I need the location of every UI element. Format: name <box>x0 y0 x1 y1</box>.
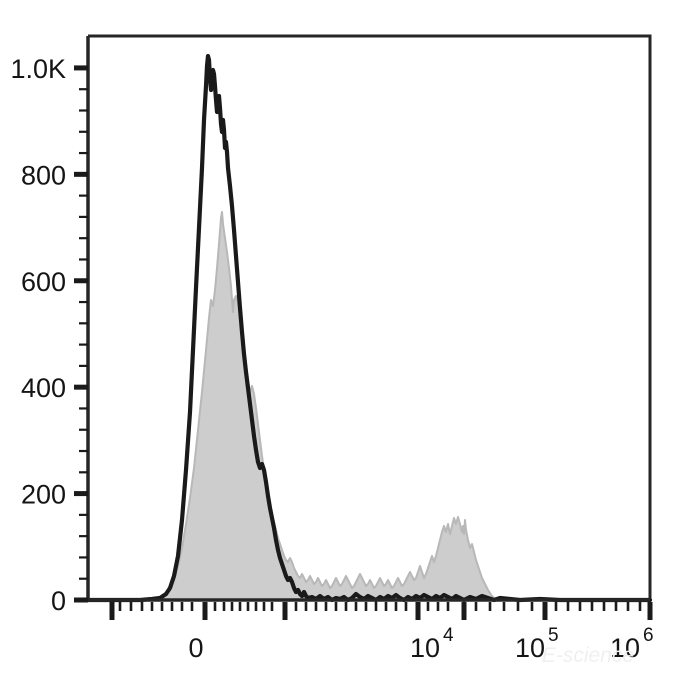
y-axis-tick-label: 600 <box>21 267 66 297</box>
histogram-filled-area <box>88 212 650 600</box>
x-axis <box>88 598 653 620</box>
watermark-text: E-science <box>542 644 634 667</box>
x-axis-tick-labels: 0 10 4 10 5 10 6 <box>188 625 653 663</box>
y-axis-tick-label: 200 <box>21 480 66 510</box>
y-axis-tick-label: 0 <box>51 586 66 616</box>
histogram-outline-line <box>85 53 653 603</box>
x-axis-tick-label: 10 <box>410 633 440 663</box>
plot-frame-border <box>88 34 652 600</box>
x-axis-tick-label-exponent: 4 <box>443 625 454 646</box>
y-axis-tick-label: 400 <box>21 373 66 403</box>
y-axis <box>74 36 90 603</box>
y-axis-tick-labels: 0 200 400 600 800 1.0K <box>10 54 66 616</box>
x-axis-tick-label-exponent: 5 <box>548 625 559 646</box>
y-axis-tick-label: 1.0K <box>10 54 66 84</box>
x-axis-tick-label: 10 <box>610 633 640 663</box>
x-axis-tick-label: 10 <box>515 633 545 663</box>
x-axis-tick-label-exponent: 6 <box>643 625 654 646</box>
x-axis-tick-label: 0 <box>188 633 203 663</box>
histogram-filled-edge <box>88 211 650 601</box>
y-axis-tick-label: 800 <box>21 160 66 190</box>
